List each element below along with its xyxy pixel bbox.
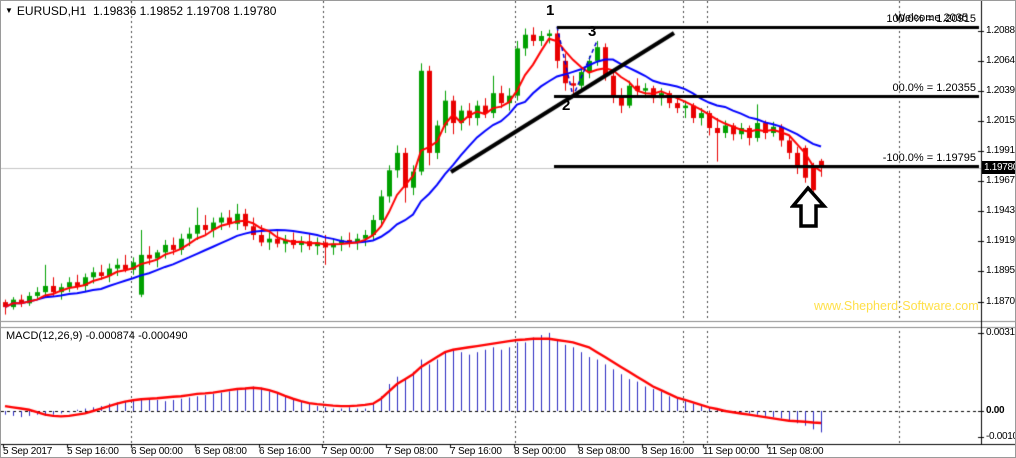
time-axis-label: 8 Sep 08:00	[578, 446, 630, 457]
time-axis-label: 5 Sep 2017	[3, 446, 53, 457]
time-axis-label: 11 Sep 08:00	[767, 446, 824, 457]
time-axis-label: 7 Sep 16:00	[450, 446, 502, 457]
macd-axis-label: -0.00106	[986, 430, 1015, 442]
wave-label-2[interactable]: 2	[562, 97, 571, 114]
macd-axis-label: 0.003191	[986, 326, 1015, 338]
time-axis-label: 8 Sep 00:00	[514, 446, 566, 457]
fib-label-100[interactable]: 100.0% = 1.20915	[886, 13, 976, 25]
ohlc-readout: 1.19836 1.19852 1.19708 1.19780	[92, 4, 277, 18]
wave-label-3[interactable]: 3	[588, 23, 597, 40]
price-axis-label: 1.19430	[986, 205, 1015, 217]
time-axis-label: 6 Sep 08:00	[195, 446, 247, 457]
fib-label-neg100[interactable]: -100.0% = 1.19795	[882, 152, 976, 164]
price-axis-label: 1.20880	[986, 25, 1015, 36]
price-axis-label: 1.20640	[986, 54, 1015, 66]
up-arrow-icon[interactable]	[790, 185, 828, 231]
time-axis-label: 7 Sep 00:00	[322, 446, 374, 457]
time-axis-label: 5 Sep 16:00	[67, 446, 119, 457]
price-axis-label: 1.19915	[986, 145, 1015, 157]
welcome-text-annotation[interactable]: Welcome 2035	[894, 12, 968, 24]
time-axis-label: 6 Sep 16:00	[259, 446, 311, 457]
time-axis-label: 11 Sep 00:00	[703, 446, 760, 457]
price-axis-label: 1.20155	[986, 115, 1015, 127]
time-axis-label: 6 Sep 00:00	[131, 446, 183, 457]
current-price-badge: 1.19780	[982, 160, 1016, 174]
macd-axis-label: 0.00	[986, 405, 1005, 416]
chart-title: ▼ EURUSD,H1 1.19836 1.19852 1.19708 1.197…	[5, 4, 276, 18]
chart-menu-triangle-icon[interactable]: ▼	[5, 6, 13, 15]
price-axis-label: 1.19670	[986, 175, 1015, 187]
macd-indicator-label: MACD(12,26,9) -0.000874 -0.000490	[6, 330, 188, 342]
price-axis-label: 1.19190	[986, 235, 1015, 247]
price-axis-label: 1.20395	[986, 85, 1015, 97]
fib-label-0[interactable]: 00.0% = 1.20355	[892, 82, 977, 94]
time-axis-label: 8 Sep 16:00	[642, 446, 694, 457]
price-axis-label: 1.18705	[986, 295, 1015, 307]
wave-label-1[interactable]: 1	[546, 2, 555, 19]
price-axis-label: 1.18950	[986, 265, 1015, 277]
time-axis-label: 7 Sep 08:00	[386, 446, 438, 457]
instrument-title: EURUSD,H1	[16, 4, 87, 18]
watermark-text: www.Shepherd-Software.com	[814, 299, 979, 313]
